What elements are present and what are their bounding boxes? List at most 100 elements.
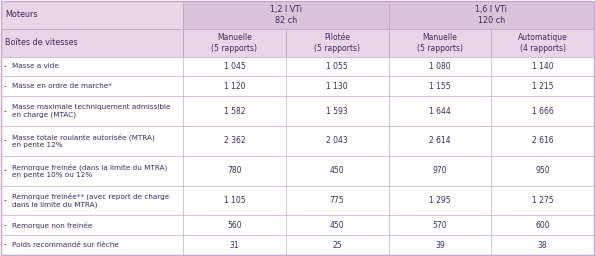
Text: 1 120: 1 120 — [224, 82, 245, 91]
Bar — [183, 186, 286, 215]
Bar — [286, 215, 389, 235]
Text: 39: 39 — [435, 241, 444, 250]
Bar — [183, 1, 389, 29]
Text: 775: 775 — [330, 196, 345, 205]
Text: 1 105: 1 105 — [224, 196, 245, 205]
Bar — [491, 235, 594, 255]
Bar — [491, 215, 594, 235]
Text: 2 362: 2 362 — [224, 136, 245, 145]
Text: 1 140: 1 140 — [532, 62, 553, 71]
Bar — [286, 235, 389, 255]
Bar — [491, 57, 594, 76]
Bar — [389, 126, 491, 156]
Bar — [286, 96, 389, 126]
Bar — [491, 156, 594, 186]
Text: 2 614: 2 614 — [429, 136, 450, 145]
Text: 2 043: 2 043 — [326, 136, 348, 145]
Bar — [183, 76, 286, 96]
Bar — [1, 29, 183, 57]
Text: -: - — [4, 62, 7, 71]
Bar — [183, 235, 286, 255]
Text: -: - — [4, 221, 7, 230]
Text: -: - — [4, 107, 7, 116]
Bar — [1, 57, 183, 76]
Text: 1 582: 1 582 — [224, 107, 245, 116]
Bar — [389, 29, 491, 57]
Text: 1 275: 1 275 — [532, 196, 553, 205]
Bar — [491, 96, 594, 126]
Text: 1 045: 1 045 — [224, 62, 245, 71]
Text: Boîtes de vitesses: Boîtes de vitesses — [5, 38, 77, 47]
Text: 25: 25 — [333, 241, 342, 250]
Bar — [286, 57, 389, 76]
Text: 1 055: 1 055 — [326, 62, 348, 71]
Text: 600: 600 — [536, 221, 550, 230]
Bar — [1, 96, 183, 126]
Bar — [389, 76, 491, 96]
Bar — [1, 76, 183, 96]
Text: -: - — [4, 241, 7, 250]
Bar — [491, 76, 594, 96]
Text: 1,2 l VTi
82 ch: 1,2 l VTi 82 ch — [270, 5, 302, 25]
Text: Remorque non freinée: Remorque non freinée — [12, 222, 92, 229]
Bar — [491, 186, 594, 215]
Bar — [183, 156, 286, 186]
Bar — [1, 186, 183, 215]
Bar — [1, 235, 183, 255]
Bar — [389, 1, 594, 29]
Text: 780: 780 — [227, 166, 242, 175]
Text: 1 644: 1 644 — [429, 107, 451, 116]
Bar — [1, 156, 183, 186]
Bar — [389, 156, 491, 186]
Text: Automatique
(4 rapports): Automatique (4 rapports) — [518, 33, 568, 53]
Text: 1 666: 1 666 — [532, 107, 553, 116]
Text: Remorque freinée** (avec report de charge
dans la limite du MTRA): Remorque freinée** (avec report de charg… — [12, 193, 169, 208]
Text: 1 155: 1 155 — [429, 82, 450, 91]
Text: 31: 31 — [230, 241, 239, 250]
Bar — [286, 29, 389, 57]
Text: 570: 570 — [433, 221, 447, 230]
Text: Remorque freinée (dans la limite du MTRA)
en pente 10% ou 12%: Remorque freinée (dans la limite du MTRA… — [12, 163, 167, 178]
Text: 1 215: 1 215 — [532, 82, 553, 91]
Text: Poids recommandé sur flèche: Poids recommandé sur flèche — [12, 242, 119, 248]
Text: -: - — [4, 196, 7, 205]
Text: 450: 450 — [330, 166, 345, 175]
Bar — [389, 96, 491, 126]
Text: 1 295: 1 295 — [429, 196, 450, 205]
Text: 1 080: 1 080 — [429, 62, 450, 71]
Text: Moteurs: Moteurs — [5, 10, 37, 19]
Bar — [491, 126, 594, 156]
Text: 1 593: 1 593 — [326, 107, 348, 116]
Bar — [183, 126, 286, 156]
Text: 950: 950 — [536, 166, 550, 175]
Text: -: - — [4, 166, 7, 175]
Text: Manuelle
(5 rapports): Manuelle (5 rapports) — [417, 33, 463, 53]
Bar — [286, 126, 389, 156]
Text: Masse maximale techniquement admissible
en charge (MTAC): Masse maximale techniquement admissible … — [12, 104, 171, 118]
Text: 560: 560 — [227, 221, 242, 230]
Bar — [491, 29, 594, 57]
Bar — [1, 1, 183, 29]
Bar — [286, 76, 389, 96]
Bar — [286, 186, 389, 215]
Bar — [183, 57, 286, 76]
Text: 38: 38 — [538, 241, 547, 250]
Bar — [1, 215, 183, 235]
Bar — [1, 126, 183, 156]
Text: Pilotée
(5 rapports): Pilotée (5 rapports) — [314, 33, 360, 53]
Text: Masse en ordre de marche*: Masse en ordre de marche* — [12, 83, 112, 89]
Text: Masse totale roulante autorisée (MTRA)
en pente 12%: Masse totale roulante autorisée (MTRA) e… — [12, 133, 155, 148]
Text: Manuelle
(5 rapports): Manuelle (5 rapports) — [211, 33, 258, 53]
Text: 450: 450 — [330, 221, 345, 230]
Bar — [183, 215, 286, 235]
Bar — [389, 186, 491, 215]
Bar — [183, 29, 286, 57]
Text: 970: 970 — [433, 166, 447, 175]
Bar — [389, 235, 491, 255]
Text: 1,6 l VTi
120 ch: 1,6 l VTi 120 ch — [475, 5, 507, 25]
Bar — [389, 215, 491, 235]
Text: -: - — [4, 82, 7, 91]
Text: 1 130: 1 130 — [326, 82, 348, 91]
Bar — [286, 156, 389, 186]
Bar — [183, 96, 286, 126]
